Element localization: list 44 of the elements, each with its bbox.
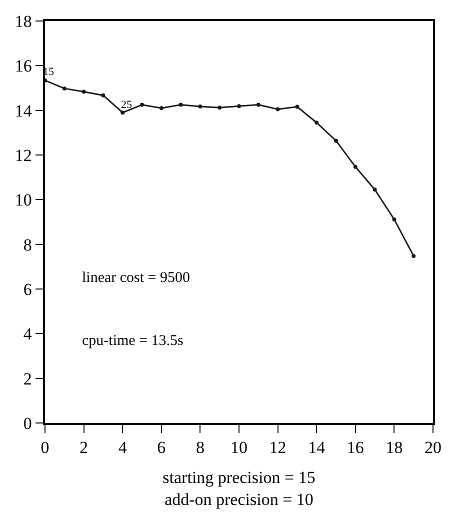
point <box>412 254 416 258</box>
point <box>392 217 396 222</box>
point <box>372 188 377 192</box>
y-tick-label: 16 <box>14 56 32 76</box>
point <box>120 110 125 115</box>
y-tick-label: 6 <box>23 280 32 299</box>
annotation: linear cost = 9500 <box>82 270 190 286</box>
point <box>353 164 358 169</box>
y-tick-label: 2 <box>23 369 32 388</box>
x-tick-label: 20 <box>424 438 442 458</box>
x-tick-label: 8 <box>196 438 204 458</box>
x-tick-label: 2 <box>80 438 88 458</box>
y-tick-label: 12 <box>14 146 32 165</box>
annotation: 25 <box>121 99 132 111</box>
x-tick-label: 4 <box>118 438 128 458</box>
y-tick-label: 14 <box>14 101 32 120</box>
y-tick-label: 10 <box>14 190 32 210</box>
point <box>218 106 222 110</box>
point <box>101 93 106 98</box>
x-axis-title: starting precision = 15 add-on precision = 10 <box>162 468 316 510</box>
point <box>140 102 144 107</box>
y-tick-label: 18 <box>14 12 32 31</box>
point <box>159 106 164 110</box>
x-tick-label: 14 <box>308 438 326 458</box>
y-tick-label: 8 <box>23 235 32 254</box>
point <box>276 107 280 112</box>
point <box>256 102 260 107</box>
x-tick-label: 16 <box>346 438 364 458</box>
point <box>178 102 183 107</box>
x-tick-label: 12 <box>269 438 286 458</box>
x-tick-label: 18 <box>386 438 403 458</box>
point <box>237 104 241 108</box>
x-tick-label: 0 <box>40 438 50 458</box>
point <box>62 86 66 90</box>
point <box>314 120 319 125</box>
y-tick-label: 0 <box>23 414 32 433</box>
point <box>198 104 202 109</box>
point <box>334 138 338 143</box>
x-tick-label: 10 <box>230 438 248 458</box>
x-tick-label: 6 <box>157 438 166 458</box>
point <box>82 90 86 94</box>
point <box>295 104 300 109</box>
annotation: cpu-time = 13.5s <box>82 333 184 349</box>
y-tick-label: 4 <box>23 324 32 344</box>
